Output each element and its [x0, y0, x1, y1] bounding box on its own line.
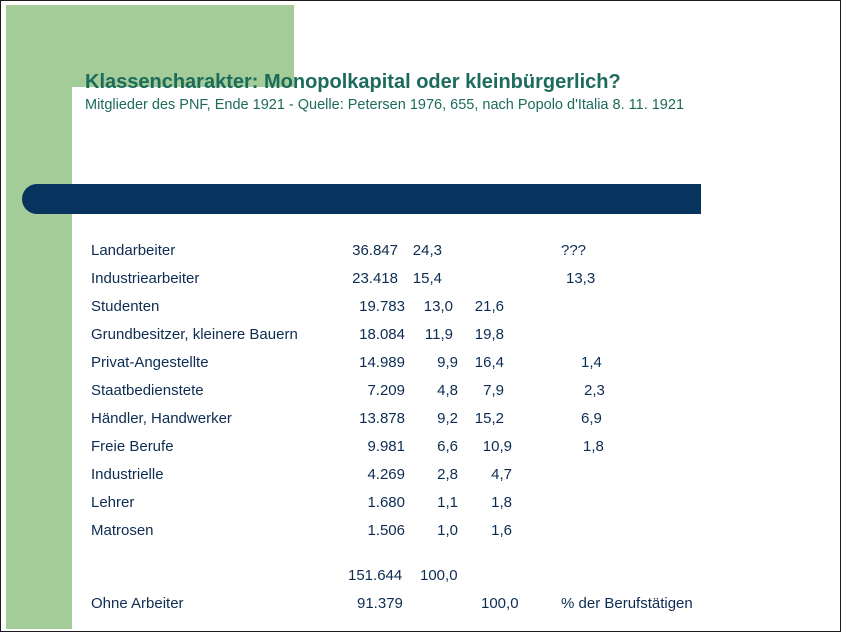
- row-percent: 1,0: [437, 522, 458, 539]
- row-count: 9.981: [367, 438, 405, 455]
- row-label: Staatbedienstete: [91, 382, 204, 399]
- row-label: Studenten: [91, 298, 160, 315]
- row-label: Privat-Angestellte: [91, 354, 209, 371]
- row-percent-without-workers: 1,8: [491, 494, 512, 511]
- row-label: Industrielle: [91, 466, 164, 483]
- row-count: 7.209: [367, 382, 405, 399]
- row-percent: 24,3: [412, 242, 442, 259]
- row-percent-without-workers: 1,6: [491, 522, 512, 539]
- total-count: 151.644: [348, 567, 403, 584]
- row-count: 1.680: [367, 494, 405, 511]
- green-corner-decoration: [6, 5, 294, 87]
- total-percent: 100,0: [420, 567, 458, 584]
- row-note: 13,3: [566, 270, 596, 287]
- row-count: 13.878: [359, 410, 405, 427]
- row-note: ???: [561, 242, 587, 259]
- row-percent-without-workers: 16,4: [474, 354, 504, 371]
- without-workers-count: 91.379: [357, 595, 403, 612]
- row-count: 19.783: [359, 298, 405, 315]
- row-count: 36.847: [352, 242, 398, 259]
- row-percent: 4,8: [437, 382, 458, 399]
- slide-title: Klassencharakter: Monopolkapital oder kl…: [85, 71, 621, 93]
- row-label: Händler, Handwerker: [91, 410, 232, 427]
- row-percent: 2,8: [437, 466, 458, 483]
- row-label: Industriearbeiter: [91, 270, 200, 287]
- row-note: 1,4: [581, 354, 602, 371]
- row-percent: 9,2: [437, 410, 458, 427]
- row-percent-without-workers: 7,9: [483, 382, 504, 399]
- row-count: 14.989: [359, 354, 405, 371]
- row-note: 2,3: [584, 382, 605, 399]
- row-count: 18.084: [359, 326, 405, 343]
- row-label: Landarbeiter: [91, 242, 176, 259]
- row-percent-without-workers: 19,8: [474, 326, 504, 343]
- row-count: 1.506: [367, 522, 405, 539]
- row-note: 1,8: [583, 438, 604, 455]
- without-workers-label: Ohne Arbeiter: [91, 595, 184, 612]
- row-percent-without-workers: 21,6: [474, 298, 504, 315]
- row-percent-without-workers: 10,9: [482, 438, 512, 455]
- row-percent-without-workers: 15,2: [474, 410, 504, 427]
- slide-subtitle: Mitglieder des PNF, Ende 1921 - Quelle: …: [85, 97, 685, 113]
- row-percent: 13,0: [423, 298, 453, 315]
- row-label: Matrosen: [91, 522, 154, 539]
- row-label: Freie Berufe: [91, 438, 174, 455]
- row-label: Grundbesitzer, kleinere Bauern: [91, 326, 298, 343]
- green-side-strip: [6, 87, 72, 629]
- row-percent: 1,1: [437, 494, 458, 511]
- without-workers-percent: 100,0: [481, 595, 519, 612]
- row-percent: 6,6: [437, 438, 458, 455]
- row-percent: 11,9: [424, 326, 453, 343]
- blue-divider-bar: [22, 184, 701, 214]
- row-note: 6,9: [581, 410, 602, 427]
- row-percent: 9,9: [437, 354, 458, 371]
- row-label: Lehrer: [91, 494, 135, 511]
- without-workers-note: % der Berufstätigen: [561, 595, 693, 612]
- row-percent-without-workers: 4,7: [491, 466, 512, 483]
- row-percent: 15,4: [412, 270, 442, 287]
- row-count: 23.418: [352, 270, 398, 287]
- row-count: 4.269: [367, 466, 405, 483]
